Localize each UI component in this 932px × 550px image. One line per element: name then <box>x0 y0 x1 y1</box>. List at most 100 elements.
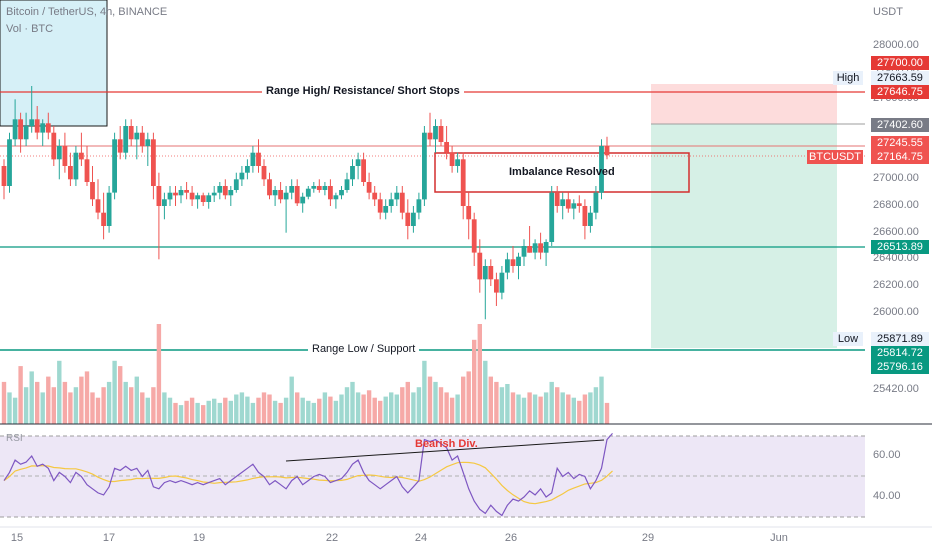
candle-body <box>372 192 378 200</box>
volume-bar <box>68 392 73 424</box>
price-tick-label: 25420.00 <box>873 383 919 395</box>
volume-bar <box>599 376 604 424</box>
candle-body <box>328 186 333 200</box>
candle-body <box>383 206 389 213</box>
volume-bar <box>521 397 527 424</box>
candle-body <box>571 203 577 209</box>
price-axis[interactable]: 28000.0027800.0027600.0027400.0027200.00… <box>807 0 932 527</box>
candle-body <box>250 152 256 166</box>
candle-body <box>245 166 250 173</box>
candle-body <box>23 126 29 140</box>
candle-body <box>482 266 488 280</box>
candle-body <box>311 186 317 189</box>
volume-bar <box>234 394 239 424</box>
stop-loss-zone[interactable] <box>651 84 837 124</box>
volume-bar <box>201 405 206 424</box>
price-tick-label: 26000.00 <box>873 305 919 318</box>
volume-bar <box>228 400 233 424</box>
candle-body <box>7 139 12 186</box>
candle-body <box>316 186 322 190</box>
candle-body <box>283 192 289 200</box>
volume-bar <box>256 397 261 424</box>
price-tick-label: 26600.00 <box>873 225 919 238</box>
candle-body <box>206 195 212 202</box>
imbalance-label[interactable]: Imbalance Resolved <box>509 166 615 178</box>
volume-label[interactable]: Vol · BTC <box>6 23 54 35</box>
volume-bar <box>593 387 599 424</box>
volume-bar <box>588 392 593 424</box>
volume-bar <box>350 381 355 424</box>
volume-bar <box>361 394 366 424</box>
candle-body <box>593 192 599 213</box>
volume-bar <box>278 402 283 424</box>
volume-bar <box>433 381 438 424</box>
candle-body <box>139 132 145 146</box>
volume-bar <box>118 366 123 424</box>
time-tick-label: 29 <box>641 532 655 544</box>
candle-body <box>145 139 151 146</box>
volume-bar <box>543 392 549 424</box>
volume-bar <box>18 366 23 424</box>
volume-bar <box>1 381 7 424</box>
volume-bar <box>571 397 576 424</box>
volume-bar <box>40 392 45 424</box>
volume-bar <box>438 387 444 424</box>
time-tick-label: 22 <box>325 532 339 544</box>
candle-body <box>499 272 505 293</box>
rsi-label[interactable]: RSI <box>6 433 23 444</box>
time-axis[interactable]: 15 17 19 22 24 26 29 Jun <box>0 527 932 550</box>
volume-bar <box>477 324 482 424</box>
candle-body <box>588 212 593 226</box>
candle-body <box>73 152 79 180</box>
candle-body <box>261 166 267 180</box>
range-high-label[interactable]: Range High/ Resistance/ Short Stops <box>262 85 464 97</box>
price-tag-27700: 27700.00 <box>871 56 929 70</box>
candle-body <box>101 212 106 226</box>
candle-body <box>305 188 311 197</box>
candle-body <box>12 119 18 140</box>
imbalance-box[interactable] <box>434 152 690 193</box>
candle-body <box>68 166 73 180</box>
candle-body <box>527 246 532 253</box>
ticker-tag: BTCUSDT <box>807 150 863 164</box>
candle-body <box>576 203 582 206</box>
candle-body <box>366 182 372 193</box>
candle-body <box>477 252 483 280</box>
volume-bar <box>140 392 145 424</box>
candle-body <box>460 159 466 206</box>
candle-body <box>29 119 35 126</box>
price-tick-label: 26200.00 <box>873 279 919 291</box>
volume-bar <box>339 394 344 424</box>
volume-bar <box>400 387 405 424</box>
range-box-background[interactable] <box>0 0 108 127</box>
candle-body <box>449 152 455 166</box>
volume-bar <box>311 402 316 424</box>
candle-body <box>162 199 167 206</box>
candle-body <box>106 192 112 226</box>
high-label: High <box>833 71 863 85</box>
candle-body <box>1 166 7 186</box>
candle-body <box>267 179 272 196</box>
candle-body <box>222 186 228 196</box>
bearish-div-label[interactable]: Bearish Div. <box>415 438 478 450</box>
take-profit-zone[interactable] <box>651 124 837 348</box>
symbol-title[interactable]: Bitcoin / TetherUS, 4h, BINANCE <box>6 6 168 18</box>
volume-layer <box>1 324 610 424</box>
candle-body <box>339 190 344 196</box>
volume-bar <box>422 360 427 424</box>
volume-bar <box>389 392 394 424</box>
range-low-label[interactable]: Range Low / Support <box>308 343 420 355</box>
candle-body <box>599 146 604 193</box>
candle-body <box>278 190 283 200</box>
volume-bar <box>411 392 416 424</box>
rsi-line <box>3 433 613 517</box>
volume-bar <box>516 394 521 424</box>
volume-bar <box>461 376 466 424</box>
volume-bar <box>494 381 499 424</box>
bearish-divergence-line[interactable] <box>285 439 605 462</box>
volume-bar <box>245 396 250 424</box>
volume-bar <box>510 392 516 424</box>
candle-body <box>438 126 444 142</box>
volume-bar <box>189 397 195 424</box>
